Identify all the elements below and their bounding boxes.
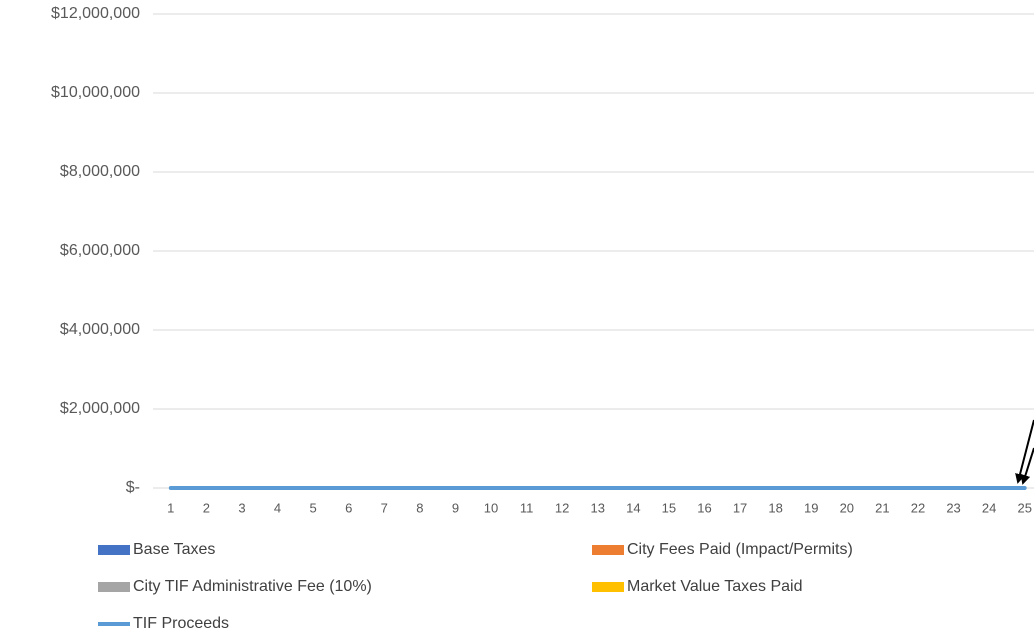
x-tick-label: 13 (591, 500, 605, 515)
grid (153, 13, 1034, 489)
x-tick-label: 4 (274, 500, 281, 515)
legend-label: Base Taxes (133, 541, 215, 558)
x-tick-label: 18 (768, 500, 782, 515)
x-tick-label: 20 (840, 500, 854, 515)
x-tick-label: 12 (555, 500, 569, 515)
x-tick-label: 22 (911, 500, 925, 515)
x-tick-label: 2 (203, 500, 210, 515)
legend-swatch (592, 545, 624, 555)
x-tick-label: 7 (381, 500, 388, 515)
x-tick-label: 14 (626, 500, 640, 515)
x-tick-label: 19 (804, 500, 818, 515)
labels: $- $2,000,000 $4,000,000 $6,000,000 $8,000,0… (51, 5, 1032, 632)
y-tick-label: $12,000,000 (51, 5, 140, 22)
x-tick-label: 21 (875, 500, 889, 515)
annotation-arrow (1020, 447, 1034, 485)
y-tick-label: $2,000,000 (60, 400, 140, 417)
x-tick-label: 6 (345, 500, 352, 515)
x-tick-label: 3 (238, 500, 245, 515)
x-tick-label: 24 (982, 500, 996, 515)
x-tick-label: 17 (733, 500, 747, 515)
x-tick-label: 8 (416, 500, 423, 515)
annotation-arrow (1015, 419, 1034, 484)
x-tick-label: 23 (946, 500, 960, 515)
legend-swatch (98, 582, 130, 592)
legend-label: City TIF Administrative Fee (10%) (133, 578, 372, 595)
x-tick-label: 5 (309, 500, 316, 515)
x-tick-label: 10 (484, 500, 498, 515)
x-tick-label: 16 (697, 500, 711, 515)
x-tick-label: 15 (662, 500, 676, 515)
y-tick-label: $10,000,000 (51, 84, 140, 101)
legend-swatch (98, 545, 130, 555)
x-tick-label: 1 (167, 500, 174, 515)
y-tick-label: $- (126, 479, 140, 496)
y-tick-label: $6,000,000 (60, 242, 140, 259)
legend-swatch (592, 582, 624, 592)
legend-label: City Fees Paid (Impact/Permits) (627, 541, 853, 558)
x-tick-label: 9 (452, 500, 459, 515)
legend-label: TIF Proceeds (133, 615, 229, 632)
y-tick-label: $4,000,000 (60, 321, 140, 338)
x-tick-label: 11 (520, 500, 534, 515)
legend-label: Market Value Taxes Paid (627, 578, 803, 595)
y-tick-label: $8,000,000 (60, 163, 140, 180)
x-tick-label: 25 (1017, 500, 1031, 515)
